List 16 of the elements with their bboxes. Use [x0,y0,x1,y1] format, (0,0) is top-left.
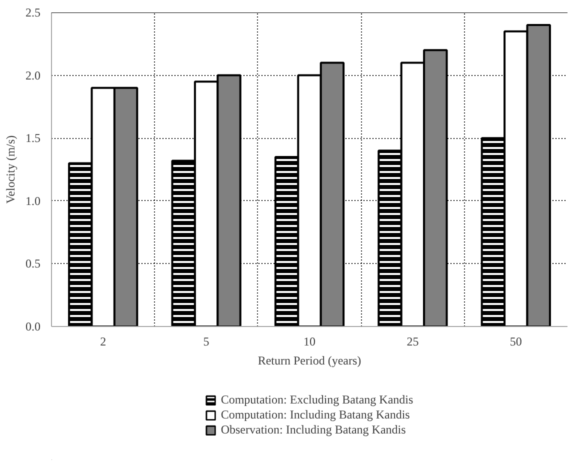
legend-label: Computation: Excluding Batang Kandis [220,392,414,408]
x-axis-title: Return Period (years) [258,354,362,368]
y-tick-label: 2.5 [26,6,40,20]
legend-label: Computation: Including Batang Kandis [220,408,410,422]
x-tick-label: 10 [304,334,316,348]
x-tick-label: 2 [100,334,106,348]
y-axis-title: Velocity (m/s) [4,135,18,204]
y-tick-label: 1.5 [26,131,40,146]
x-tick-label: 50 [510,334,522,348]
x-tick-label: 5 [203,334,210,348]
legend-label: Observation: Including Batang Kandis [220,422,406,438]
y-tick-label: 1.0 [26,194,40,208]
x-tick-label: 25 [406,334,419,348]
y-tick-label: 0.0 [26,320,40,334]
y-tick-label: 0.5 [26,256,40,271]
y-tick-label: 2.0 [26,68,40,82]
